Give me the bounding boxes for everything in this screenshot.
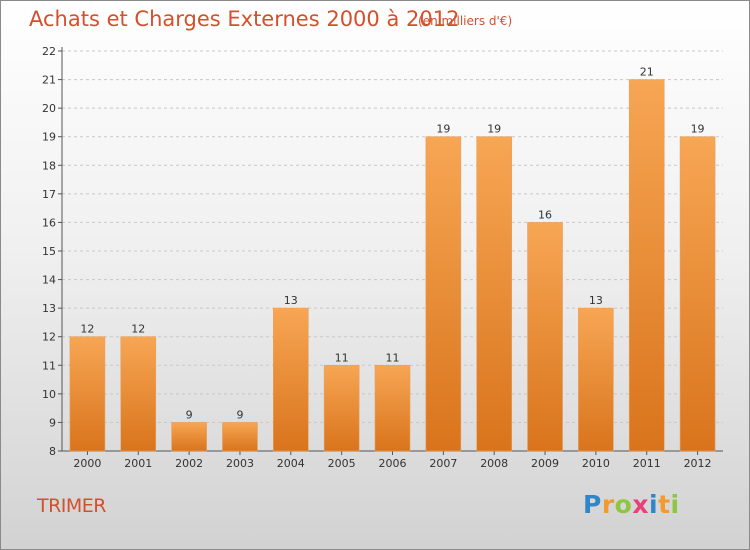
value-label-2006: 11 — [386, 351, 400, 364]
proxiti-logo: Proxiti — [583, 490, 680, 519]
value-label-2004: 13 — [284, 294, 298, 307]
value-label-2005: 11 — [335, 351, 349, 364]
value-label-2003: 9 — [236, 408, 243, 421]
chart-subtitle: (en milliers d'€) — [418, 14, 513, 28]
labels: 8 9 10 11 12 13 14 15 16 17 18 19 20 21 22 12 2000 12 2001… — [42, 45, 712, 470]
x-tick-label-2011: 2011 — [633, 457, 661, 470]
x-tick-label-2002: 2002 — [175, 457, 203, 470]
x-tick-label-2003: 2003 — [226, 457, 254, 470]
value-label-2012: 19 — [691, 123, 705, 136]
y-tick-label: 15 — [42, 245, 56, 258]
y-tick-label: 10 — [42, 388, 56, 401]
bar-2001 — [120, 336, 157, 452]
y-tick-label: 20 — [42, 102, 56, 115]
y-tick-label: 18 — [42, 159, 56, 172]
y-tick-label: 21 — [42, 74, 56, 87]
bar-2000 — [69, 336, 106, 452]
bar-2011 — [628, 79, 665, 452]
value-label-2007: 19 — [436, 123, 450, 136]
x-tick-label-2001: 2001 — [124, 457, 152, 470]
x-tick-label-2004: 2004 — [277, 457, 305, 470]
logo-letter: o — [614, 490, 633, 519]
bar-2002 — [171, 422, 207, 452]
x-tick-label-2005: 2005 — [328, 457, 356, 470]
x-tick-label-2006: 2006 — [379, 457, 407, 470]
bar-2007 — [425, 136, 462, 452]
bar-2003 — [222, 422, 258, 452]
bar-2004 — [273, 307, 309, 452]
chart-title: Achats et Charges Externes 2000 à 2012 — [29, 7, 460, 31]
y-tick-label: 11 — [42, 359, 56, 372]
logo-letter: t — [658, 490, 671, 519]
x-tick-label-2009: 2009 — [531, 457, 559, 470]
y-tick-label: 22 — [42, 45, 56, 58]
value-label-2000: 12 — [80, 323, 94, 336]
value-label-2009: 16 — [538, 208, 552, 221]
y-tick-label: 14 — [42, 274, 56, 287]
bar-2009 — [527, 222, 563, 452]
logo-letter: i — [670, 490, 680, 519]
logo-letter: r — [601, 490, 615, 519]
y-tick-label: 17 — [42, 188, 56, 201]
value-label-2010: 13 — [589, 294, 603, 307]
logo-letter: x — [632, 490, 649, 519]
bar-2006 — [374, 364, 411, 452]
bar-2010 — [578, 307, 614, 452]
y-tick-label: 12 — [42, 331, 56, 344]
x-tick-label-2010: 2010 — [582, 457, 610, 470]
bars — [69, 79, 716, 452]
value-label-2008: 19 — [487, 123, 501, 136]
x-tick-label-2012: 2012 — [684, 457, 712, 470]
x-tick-label-2007: 2007 — [429, 457, 457, 470]
value-label-2002: 9 — [186, 408, 193, 421]
bar-2008 — [476, 136, 512, 452]
x-tick-label-2008: 2008 — [480, 457, 508, 470]
y-tick-label: 16 — [42, 216, 56, 229]
x-tick-label-2000: 2000 — [73, 457, 101, 470]
y-tick-label: 9 — [49, 416, 56, 429]
logo-letter: i — [649, 490, 659, 519]
logo-letter: P — [583, 490, 602, 519]
y-tick-label: 19 — [42, 131, 56, 144]
y-tick-label: 8 — [49, 445, 56, 458]
bar-2012 — [679, 136, 716, 452]
y-tick-label: 13 — [42, 302, 56, 315]
value-label-2001: 12 — [131, 323, 145, 336]
value-label-2011: 21 — [640, 66, 654, 79]
place-name: TRIMER — [37, 495, 107, 517]
bar-2005 — [323, 364, 360, 452]
